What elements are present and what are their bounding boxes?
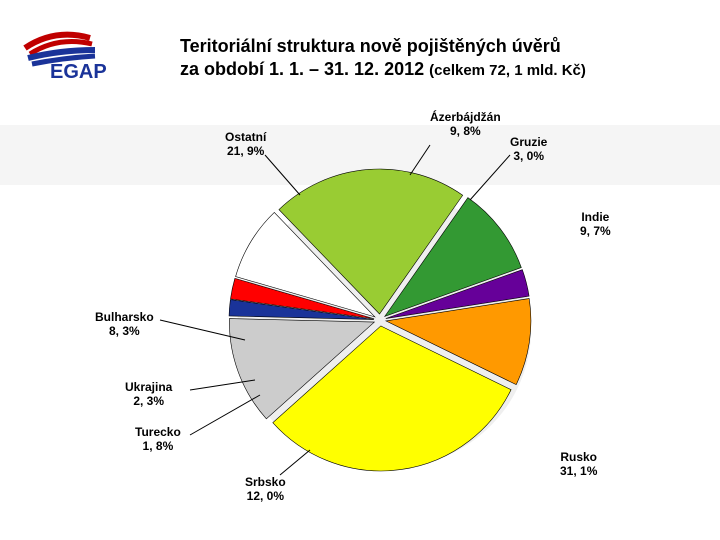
slice-label-srbsko: Srbsko12, 0% xyxy=(245,475,286,504)
slice-label-name: Rusko xyxy=(560,450,597,464)
slice-label-name: Indie xyxy=(580,210,611,224)
slice-label-gruzie: Gruzie3, 0% xyxy=(510,135,547,164)
title-note: (celkem 72, 1 mld. Kč) xyxy=(429,62,586,79)
logo-text: EGAP xyxy=(50,61,107,80)
leader-line xyxy=(265,155,300,195)
slice-label-value: 8, 3% xyxy=(95,324,154,338)
slice-label-rusko: Rusko31, 1% xyxy=(560,450,597,479)
slice-label-ostatní: Ostatní21, 9% xyxy=(225,130,266,159)
leader-line xyxy=(190,395,260,435)
slice-label-name: Gruzie xyxy=(510,135,547,149)
slice-label-bulharsko: Bulharsko8, 3% xyxy=(95,310,154,339)
slice-label-name: Ostatní xyxy=(225,130,266,144)
slice-label-value: 9, 7% xyxy=(580,224,611,238)
slice-label-indie: Indie9, 7% xyxy=(580,210,611,239)
slice-label-name: Turecko xyxy=(135,425,181,439)
egap-logo: EGAP xyxy=(20,20,160,80)
leader-line xyxy=(470,155,510,200)
slice-label-name: Bulharsko xyxy=(95,310,154,324)
slice-label-name: Ázerbájdžán xyxy=(430,110,501,124)
pie-chart: Ázerbájdžán9, 8% Gruzie3, 0% Indie9, 7% Rus… xyxy=(0,105,720,535)
slice-label-ázerbájdžán: Ázerbájdžán9, 8% xyxy=(430,110,501,139)
leader-line xyxy=(410,145,430,175)
slice-label-value: 21, 9% xyxy=(225,144,266,158)
title-block: Teritoriální struktura nově pojištěných … xyxy=(180,35,700,82)
slice-label-ukrajina: Ukrajina2, 3% xyxy=(125,380,172,409)
slice-label-value: 9, 8% xyxy=(430,124,501,138)
slice-label-value: 12, 0% xyxy=(245,489,286,503)
leader-line xyxy=(280,450,310,475)
header: EGAP Teritoriální struktura nově pojiště… xyxy=(0,0,720,100)
slice-label-value: 1, 8% xyxy=(135,439,181,453)
slice-label-name: Ukrajina xyxy=(125,380,172,394)
slice-label-name: Srbsko xyxy=(245,475,286,489)
slice-label-value: 31, 1% xyxy=(560,464,597,478)
slice-label-turecko: Turecko1, 8% xyxy=(135,425,181,454)
title-period: za období 1. 1. – 31. 12. 2012 xyxy=(180,59,424,79)
slice-label-value: 3, 0% xyxy=(510,149,547,163)
slice-label-value: 2, 3% xyxy=(125,394,172,408)
title-line-1: Teritoriální struktura nově pojištěných … xyxy=(180,35,700,58)
title-line-2: za období 1. 1. – 31. 12. 2012 (celkem 7… xyxy=(180,58,700,81)
